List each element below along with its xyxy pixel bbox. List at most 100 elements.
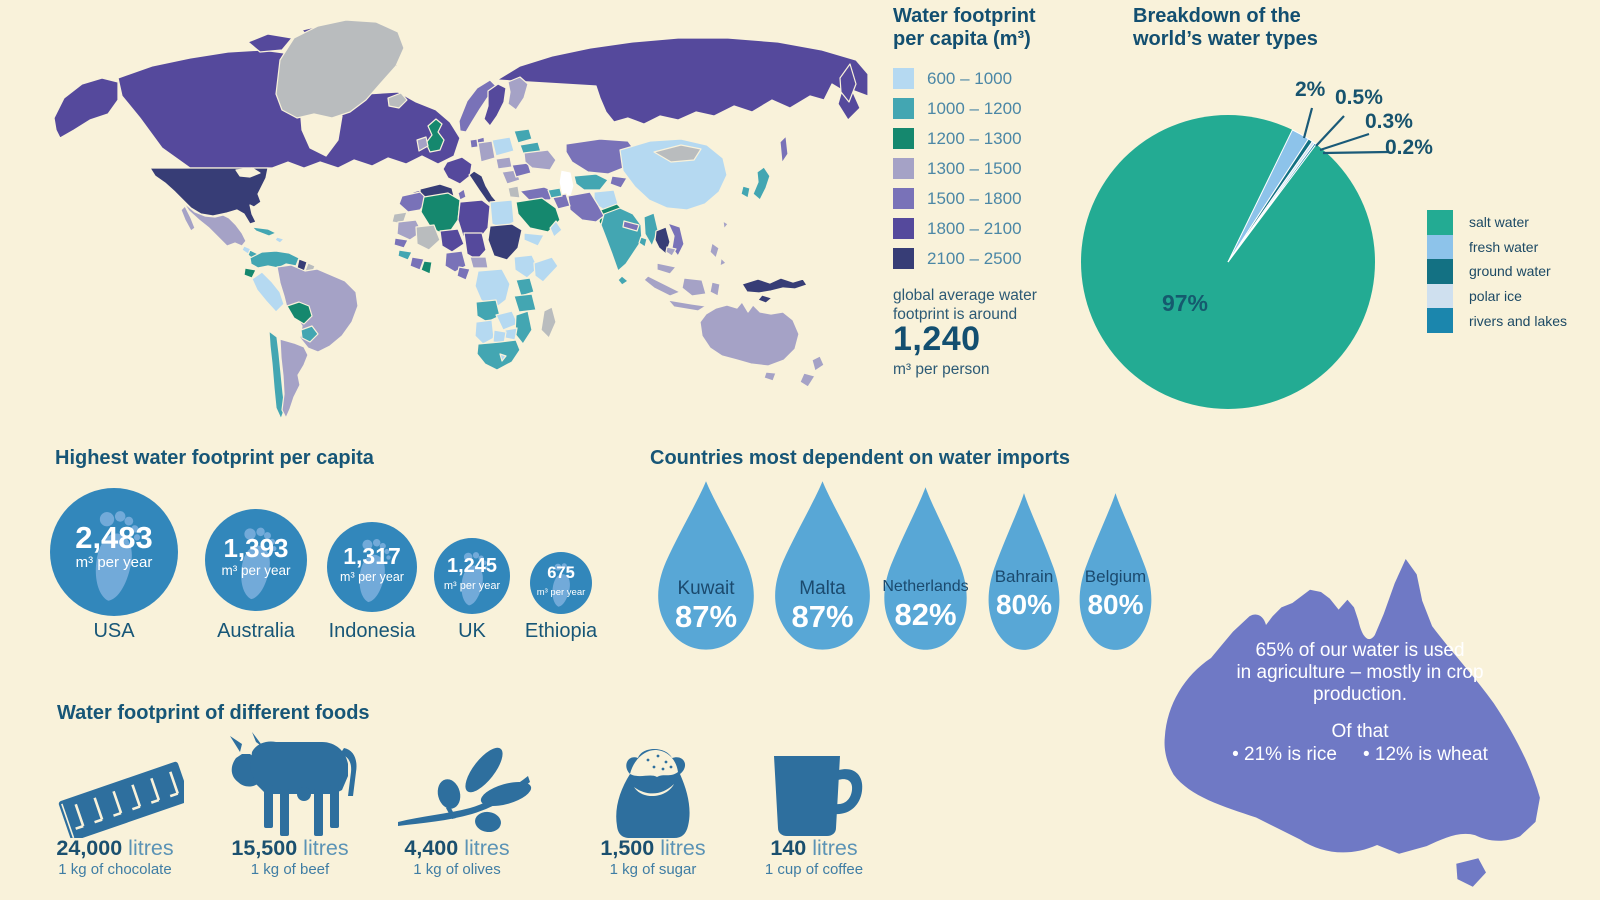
footprint-country: USA	[93, 620, 135, 642]
legend-swatch	[893, 188, 914, 209]
australia-wheat-fact: • 12% is wheat	[1362, 744, 1488, 765]
footprint-country: UK	[458, 620, 486, 642]
cow-icon	[230, 732, 357, 836]
food-value: 140 litres	[770, 836, 858, 860]
coffee-mug-icon	[774, 756, 863, 836]
footprint-circle-usa: 2,483 m³ per year	[50, 488, 178, 616]
drop-netherlands: Netherlands 82%	[879, 484, 972, 654]
pie-label-polar-ice: 0.3%	[1365, 110, 1413, 133]
footprint-value: 2,483	[75, 520, 153, 555]
australia-fact-line: in agriculture – mostly in crop	[1236, 662, 1484, 683]
legend-item: 1500 – 1800	[893, 188, 1022, 209]
water-drop-icon	[988, 493, 1060, 650]
footprint-icon	[552, 563, 574, 607]
footprint-unit: m³ per year	[221, 562, 291, 578]
food-caption: 1 kg of chocolate	[58, 861, 172, 878]
foods-heading: Water footprint of different foods	[57, 702, 370, 724]
pie-label-salt-water: 97%	[1161, 290, 1209, 316]
pie-legend-swatch	[1427, 283, 1453, 309]
legend-item: 1800 – 2100	[893, 218, 1022, 239]
legend-swatch	[893, 68, 914, 89]
australia-fact-line: 65% of our water is used	[1255, 640, 1465, 661]
footprint-country: Australia	[217, 620, 295, 642]
pie-legend-item: rivers and lakes	[1427, 308, 1567, 333]
pie-legend-item: salt water	[1427, 210, 1567, 235]
food-caption: 1 kg of olives	[413, 861, 501, 878]
food-value: 4,400 litres	[404, 836, 510, 860]
australia-fact-line: production.	[1312, 684, 1407, 705]
australia-rice-fact: • 21% is rice	[1232, 744, 1337, 765]
legend-swatch	[893, 128, 914, 149]
legend-swatch	[893, 248, 914, 269]
drop-country: Kuwait	[677, 578, 735, 599]
map-legend: 600 – 1000 1000 – 1200 1200 – 1300 1300 …	[893, 68, 1022, 278]
drop-country: Malta	[799, 578, 846, 599]
legend-item: 1000 – 1200	[893, 98, 1022, 119]
global-average-unit: m³ per person	[893, 361, 990, 378]
pie-label-ground-water: 0.5%	[1335, 86, 1383, 109]
food-value: 1,500 litres	[600, 836, 706, 860]
pie-legend: salt water fresh water ground water pola…	[1427, 210, 1567, 333]
legend-item: 600 – 1000	[893, 68, 1022, 89]
pie-legend-item: fresh water	[1427, 234, 1567, 260]
water-drop-icon	[1079, 493, 1152, 650]
world-map	[53, 19, 869, 420]
olive-branch-icon	[398, 747, 532, 832]
footprint-circle-indonesia: 1,317 m³ per year	[327, 522, 417, 612]
australia-fact-bullets: • 21% is rice • 12% is wheat	[1210, 744, 1510, 766]
legend-item: 1200 – 1300	[893, 128, 1022, 149]
water-drop-icon	[884, 487, 967, 650]
drop-malta: Malta 87%	[769, 478, 876, 654]
footprint-circle-ethiopia: 675 m³ per year	[530, 552, 592, 614]
water-types-pie-chart	[1081, 107, 1389, 409]
food-caption: 1 kg of beef	[250, 861, 330, 878]
drop-value: 87%	[791, 599, 854, 634]
drop-value: 80%	[995, 589, 1053, 620]
chocolate-bar-icon	[58, 761, 184, 838]
pie-label-rivers-lakes: 0.2%	[1385, 136, 1433, 159]
footprint-unit: m³ per year	[536, 586, 586, 598]
legend-swatch	[893, 158, 914, 179]
pie-label-fresh-water: 2%	[1295, 78, 1326, 101]
pie-leader-lines	[1302, 107, 1389, 155]
pie-legend-swatch	[1427, 234, 1453, 260]
drop-belgium: Belgium 80%	[1075, 490, 1156, 654]
legend-item: 2100 – 2500	[893, 248, 1022, 269]
legend-swatch	[893, 218, 914, 239]
water-drop-icon	[775, 481, 870, 650]
footprint-icon	[461, 551, 488, 606]
australia-fact-line: Of that	[1331, 721, 1389, 742]
water-drop-icon	[658, 481, 754, 650]
footprint-unit: m³ per year	[75, 553, 153, 571]
footprint-circle-uk: 1,245 m³ per year	[434, 538, 510, 614]
footprint-icon	[241, 527, 277, 600]
footprint-value: 1,393	[223, 533, 289, 563]
drop-country: Bahrain	[994, 567, 1054, 586]
pie-legend-swatch	[1427, 308, 1453, 333]
footprint-unit: m³ per year	[443, 580, 501, 593]
map-legend-title: Water footprint per capita (m³)	[893, 5, 1036, 50]
global-average-note: global average water footprint is around	[893, 287, 1037, 323]
pie-title: Breakdown of the world’s water types	[1133, 5, 1318, 50]
food-caption: 1 cup of coffee	[764, 861, 864, 878]
drop-kuwait: Kuwait 87%	[652, 478, 760, 654]
pie-legend-item: polar ice	[1427, 283, 1567, 309]
footprint-circle-australia: 1,393 m³ per year	[205, 509, 307, 611]
pie-legend-item: ground water	[1427, 259, 1567, 284]
global-average-value: 1,240	[893, 320, 981, 358]
map-countries	[53, 19, 869, 420]
pie-legend-swatch	[1427, 210, 1453, 235]
food-value: 24,000 litres	[56, 836, 174, 860]
footprint-value: 1,245	[446, 555, 498, 577]
drop-value: 80%	[1087, 589, 1144, 620]
footprint-value: 675	[547, 564, 575, 582]
footprint-unit: m³ per year	[340, 570, 404, 585]
food-value: 15,500 litres	[231, 836, 349, 860]
footprint-value: 1,317	[343, 543, 401, 569]
footprint-country: Ethiopia	[524, 620, 598, 642]
drop-value: 87%	[674, 599, 738, 634]
legend-swatch	[893, 98, 914, 119]
legend-item: 1300 – 1500	[893, 158, 1022, 179]
drop-value: 82%	[894, 597, 957, 632]
